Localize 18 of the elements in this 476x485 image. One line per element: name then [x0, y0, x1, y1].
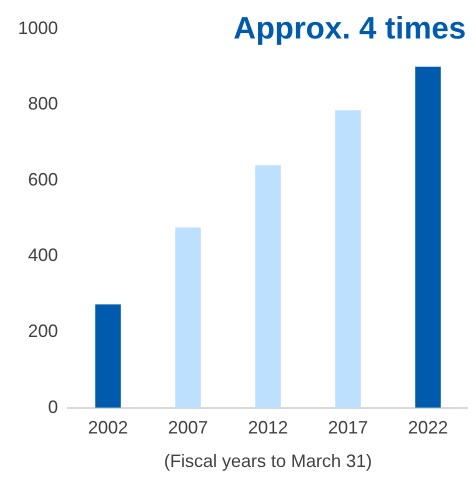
bar	[95, 304, 121, 408]
y-tick-label: 800	[28, 94, 58, 114]
x-axis-title: (Fiscal years to March 31)	[164, 451, 372, 472]
x-tick-label: 2007	[168, 418, 208, 438]
y-tick-label: 400	[28, 245, 58, 266]
bar	[255, 165, 281, 408]
x-tick-label: 2022	[408, 418, 448, 438]
y-tick-label: 1000	[18, 18, 58, 38]
y-tick-label: 200	[28, 320, 58, 341]
bar	[415, 66, 441, 408]
annotation: Approx. 4 times	[233, 10, 466, 46]
bar	[175, 227, 201, 408]
x-tick-label: 2002	[88, 418, 128, 438]
bar	[335, 110, 361, 408]
x-tick-label: 2017	[328, 418, 368, 438]
x-tick-label: 2012	[248, 418, 288, 438]
y-tick-label: 0	[48, 396, 58, 417]
y-tick-label: 600	[28, 169, 58, 190]
